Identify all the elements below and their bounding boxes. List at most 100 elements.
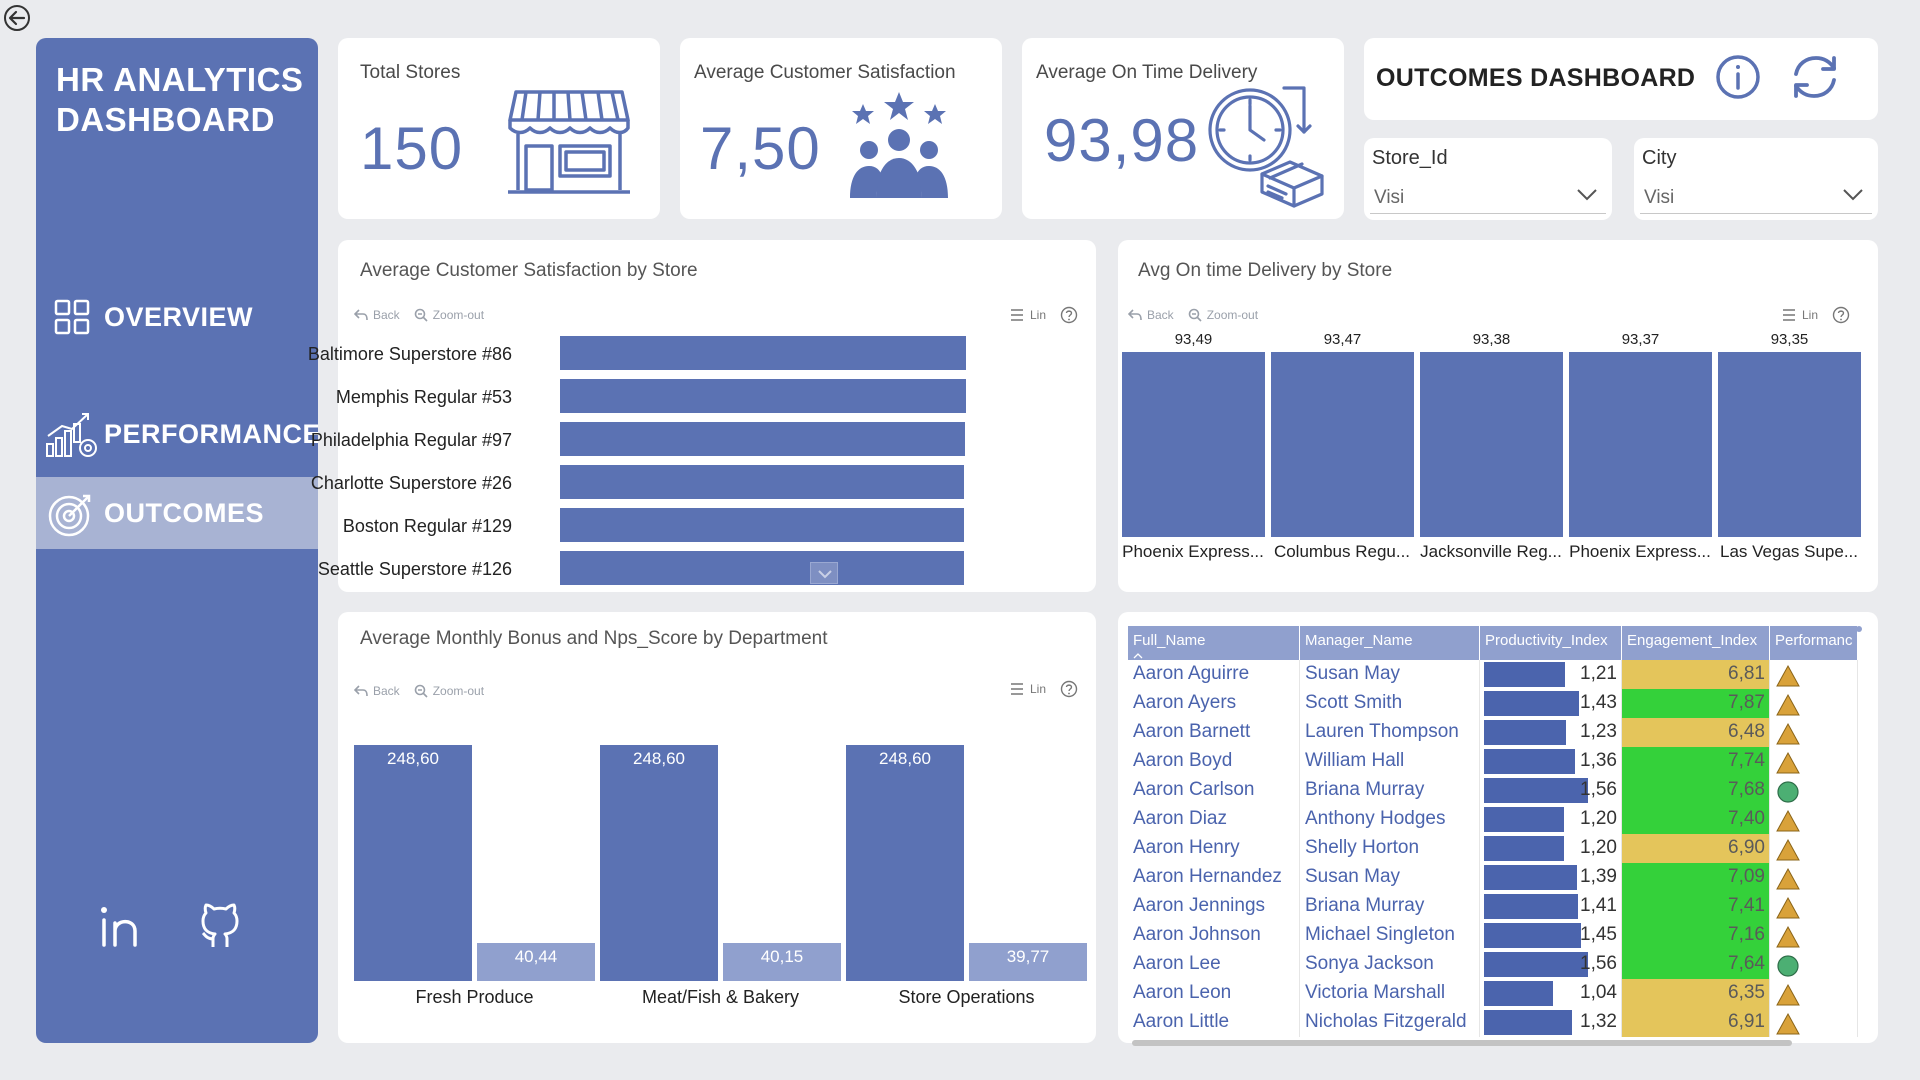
column-bar[interactable] <box>1122 352 1265 537</box>
github-icon[interactable] <box>192 898 248 954</box>
table-row[interactable]: Aaron Lee Sonya Jackson 1,56 7,64 <box>1128 950 1858 979</box>
lin-label[interactable]: Lin <box>1030 682 1047 696</box>
list-icon[interactable] <box>1010 309 1024 321</box>
engagement-value: 7,41 <box>1728 895 1765 916</box>
table-row[interactable]: Aaron Johnson Michael Singleton 1,45 7,16 <box>1128 921 1858 950</box>
bar-row[interactable]: Philadelphia Regular #97 <box>311 422 1038 456</box>
nav-outcomes[interactable]: OUTCOMES <box>36 477 318 549</box>
table-row[interactable]: Aaron Little Nicholas Fitzgerald 1,32 6,91 <box>1128 1008 1858 1037</box>
column-header[interactable]: Performanc <box>1770 626 1858 660</box>
zoom-out-button[interactable]: Zoom-out <box>414 684 484 698</box>
bar-row[interactable]: Seattle Superstore #126 <box>318 551 1038 585</box>
kpi-card-on-time-delivery: Average On Time Delivery 93,98 <box>1022 38 1344 219</box>
nps-bar[interactable] <box>477 943 595 981</box>
zoom-out-icon <box>1188 308 1202 322</box>
kpi-label: Average Customer Satisfaction <box>694 62 956 83</box>
table-row[interactable]: Aaron Henry Shelly Horton 1,20 6,90 <box>1128 834 1858 863</box>
lin-label[interactable]: Lin <box>1802 308 1819 322</box>
nps-bar[interactable] <box>723 943 841 981</box>
list-icon[interactable] <box>1010 683 1024 695</box>
nav-performance[interactable]: PERFORMANCE <box>36 398 318 470</box>
refresh-icon[interactable] <box>1788 52 1842 107</box>
warning-triangle-icon <box>1776 983 1800 1006</box>
column-header[interactable]: Manager_Name <box>1300 626 1480 660</box>
table-row[interactable]: Aaron Aguirre Susan May 1,21 6,81 <box>1128 660 1858 689</box>
back-button[interactable]: Back <box>354 308 400 322</box>
warning-triangle-icon <box>1776 1012 1800 1035</box>
lin-label[interactable]: Lin <box>1030 308 1047 322</box>
grid-icon <box>44 289 100 345</box>
nav-overview[interactable]: OVERVIEW <box>36 281 318 353</box>
full-name-cell: Aaron Hernandez <box>1128 863 1300 892</box>
table-row[interactable]: Aaron Leon Victoria Marshall 1,04 6,35 <box>1128 979 1858 1008</box>
productivity-databar <box>1484 807 1564 832</box>
bar-row[interactable]: Charlotte Superstore #26 <box>311 465 1038 499</box>
bar-row[interactable]: Boston Regular #129 <box>338 508 1038 542</box>
city-dropdown[interactable]: Visi <box>1640 178 1872 214</box>
productivity-databar <box>1484 836 1564 861</box>
column-header[interactable]: Engagement_Index <box>1622 626 1770 660</box>
bar-row[interactable]: Memphis Regular #53 <box>336 379 1038 413</box>
sort-asc-icon[interactable] <box>1133 653 1143 659</box>
productivity-value: 1,20 <box>1580 837 1617 858</box>
zoom-out-button[interactable]: Zoom-out <box>1188 308 1258 322</box>
bar[interactable] <box>560 422 965 456</box>
performance-cell <box>1770 718 1858 747</box>
table-row[interactable]: Aaron Carlson Briana Murray 1,56 7,68 <box>1128 776 1858 805</box>
nav-outcomes-label: OUTCOMES <box>104 497 265 528</box>
help-icon[interactable] <box>1060 680 1078 698</box>
scroll-down-chevron-icon[interactable] <box>810 562 838 584</box>
bar[interactable] <box>560 336 966 370</box>
help-icon[interactable] <box>1060 306 1078 324</box>
column-bar[interactable] <box>1271 352 1414 537</box>
info-icon[interactable] <box>1714 52 1762 107</box>
bonus-bar[interactable] <box>600 745 718 981</box>
kpi-label: Average On Time Delivery <box>1036 62 1258 83</box>
horizontal-scrollbar[interactable] <box>1132 1040 1792 1046</box>
bar-category-label: Philadelphia Regular #97 <box>310 430 512 450</box>
engagement-cell: 7,41 <box>1622 892 1770 921</box>
slicer-label: Store_Id <box>1372 147 1448 169</box>
bar[interactable] <box>560 551 964 585</box>
performance-cell <box>1770 689 1858 718</box>
column-bar[interactable] <box>1569 352 1712 537</box>
performance-cell <box>1770 834 1858 863</box>
nav-overview-label: OVERVIEW <box>104 301 254 332</box>
list-icon[interactable] <box>1782 309 1796 321</box>
full-name-cell: Aaron Boyd <box>1128 747 1300 776</box>
target-icon <box>44 485 100 541</box>
productivity-databar <box>1484 662 1565 687</box>
column-header[interactable]: Full_Name <box>1128 626 1300 660</box>
help-icon[interactable] <box>1832 306 1850 324</box>
back-button[interactable]: Back <box>354 684 400 698</box>
table-row[interactable]: Aaron Barnett Lauren Thompson 1,23 6,48 <box>1128 718 1858 747</box>
bar[interactable] <box>560 465 964 499</box>
engagement-cell: 6,35 <box>1622 979 1770 1008</box>
table-row[interactable]: Aaron Boyd William Hall 1,36 7,74 <box>1128 747 1858 776</box>
back-button[interactable]: Back <box>1128 308 1174 322</box>
bonus-bar[interactable] <box>354 745 472 981</box>
column-header[interactable]: Productivity_Index <box>1480 626 1622 660</box>
column-bar[interactable] <box>1718 352 1861 537</box>
performance-cell <box>1770 950 1858 979</box>
table-row[interactable]: Aaron Jennings Briana Murray 1,41 7,41 <box>1128 892 1858 921</box>
dropdown-value: Visi <box>1644 187 1675 208</box>
zoom-out-button[interactable]: Zoom-out <box>414 308 484 322</box>
back-arrow-icon[interactable] <box>2 3 32 33</box>
bonus-bar[interactable] <box>846 745 964 981</box>
column-bar[interactable] <box>1420 352 1563 537</box>
warning-triangle-icon <box>1776 809 1800 832</box>
productivity-value: 1,23 <box>1580 721 1617 742</box>
table-row[interactable]: Aaron Diaz Anthony Hodges 1,20 7,40 <box>1128 805 1858 834</box>
table-row[interactable]: Aaron Ayers Scott Smith 1,43 7,87 <box>1128 689 1858 718</box>
linkedin-icon[interactable] <box>92 898 148 954</box>
store-id-dropdown[interactable]: Visi <box>1370 178 1606 214</box>
bar-row[interactable]: Baltimore Superstore #86 <box>308 336 1038 370</box>
bar[interactable] <box>560 508 964 542</box>
table-row[interactable]: Aaron Hernandez Susan May 1,39 7,09 <box>1128 863 1858 892</box>
vertical-scrollbar[interactable] <box>1856 626 1862 632</box>
engagement-cell: 7,87 <box>1622 689 1770 718</box>
employee-table[interactable]: Full_Name Manager_Name Productivity_Index E… <box>1128 626 1858 1040</box>
bar[interactable] <box>560 379 966 413</box>
nps-bar[interactable] <box>969 943 1087 981</box>
